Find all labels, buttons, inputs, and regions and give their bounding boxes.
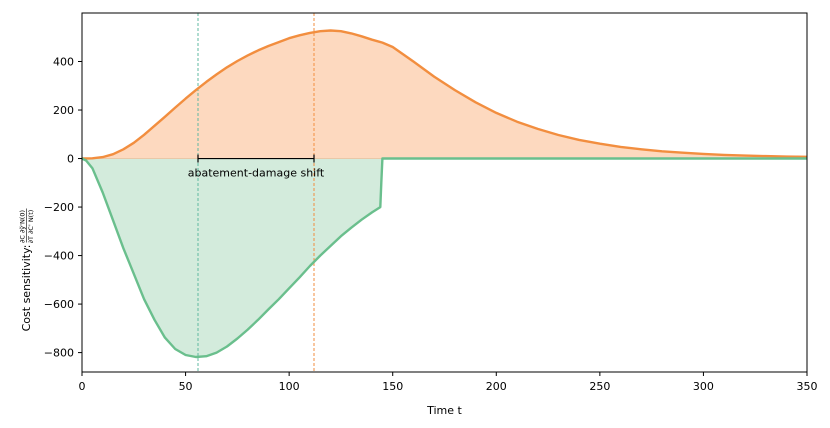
x-tick-label: 0 (79, 380, 86, 393)
series-1-area (82, 158, 807, 357)
y-tick-label: 0 (67, 153, 74, 166)
series-0-area (82, 30, 807, 159)
y-axis-label-denominator: ∂T ∂C' N(t) (27, 210, 35, 244)
x-axis-ticks: 0 50 100 150 200 250 300 350 (79, 372, 818, 393)
y-axis-label-numerator: ∂C ∂ỹ'N(0) (19, 210, 27, 243)
series-lines (81, 29, 808, 359)
y-tick-label: −800 (44, 347, 74, 360)
series-0-line (81, 29, 808, 160)
y-tick-label: 200 (53, 104, 74, 117)
y-tick-label: −600 (44, 298, 74, 311)
series-1-line (81, 157, 807, 359)
y-axis-label-prefix: Cost sensitivity: (20, 245, 33, 332)
y-tick-label: 400 (53, 56, 74, 69)
y-tick-label: −400 (44, 250, 74, 263)
x-tick-label: 200 (486, 380, 507, 393)
annotation-label: abatement-damage shift (188, 167, 325, 180)
plot-frame (81, 12, 808, 373)
area-fills (82, 30, 807, 357)
x-tick-label: 250 (589, 380, 610, 393)
y-tick-label: −200 (44, 201, 74, 214)
shift-annotation: abatement-damage shift (188, 154, 325, 180)
y-axis-label: Cost sensitivity: ∂C ∂ỹ'N(0) ∂T ∂C' N(t) (19, 208, 35, 332)
x-axis-label: Time t (426, 404, 462, 417)
y-axis-ticks: −800 −600 −400 −200 0 200 400 (44, 56, 82, 360)
x-tick-label: 350 (797, 380, 818, 393)
x-tick-label: 150 (382, 380, 403, 393)
x-tick-label: 100 (279, 380, 300, 393)
x-tick-label: 50 (179, 380, 193, 393)
x-tick-label: 300 (693, 380, 714, 393)
